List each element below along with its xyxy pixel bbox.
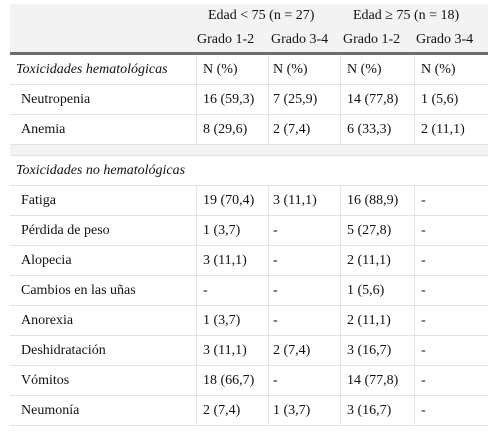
row-label: Neutropenia	[21, 92, 91, 107]
header-grade: Grado 1-2	[343, 32, 401, 47]
section-spacer	[10, 145, 488, 156]
table-cell: 3 (11,1)	[203, 253, 247, 268]
table-cell: -	[421, 313, 426, 328]
table-cell: -	[273, 283, 278, 298]
header-grade: Grado 3-4	[416, 32, 474, 47]
section-title: Toxicidades no hematológicas	[16, 163, 186, 178]
table-cell: 16 (59,3)	[203, 92, 255, 107]
row-label: Neumonía	[21, 403, 80, 418]
table-cell: -	[421, 253, 426, 268]
table-row: Anorexia 1 (3,7) - 2 (11,1) -	[10, 306, 488, 336]
table-cell: 16 (88,9)	[347, 193, 399, 208]
table-row: Pérdida de peso 1 (3,7) - 5 (27,8) -	[10, 216, 488, 246]
row-label: Anemia	[21, 122, 66, 137]
table-cell: -	[273, 223, 278, 238]
table-cell: 3 (16,7)	[347, 343, 392, 358]
table-cell: 1 (3,7)	[273, 403, 311, 418]
table-cell: -	[421, 223, 426, 238]
table-cell: 6 (33,3)	[347, 122, 392, 137]
table-cell: 3 (11,1)	[203, 343, 247, 358]
section-hematologic: Toxicidades hematológicas N (%) N (%) N …	[10, 55, 488, 85]
unit-label: N (%)	[347, 62, 382, 77]
table-cell: -	[421, 403, 426, 418]
table-cell: 7 (25,9)	[273, 92, 318, 107]
table-cell: -	[421, 283, 426, 298]
unit-label: N (%)	[421, 62, 456, 77]
header-grade: Grado 3-4	[271, 32, 329, 47]
table-cell: 8 (29,6)	[203, 122, 248, 137]
table-cell: 1 (3,7)	[203, 313, 241, 328]
table-cell: -	[421, 343, 426, 358]
table-cell: -	[273, 373, 278, 388]
table-cell: 19 (70,4)	[203, 193, 255, 208]
table-row: Deshidratación 3 (11,1) 2 (7,4) 3 (16,7)…	[10, 336, 488, 366]
table-cell: 3 (11,1)	[273, 193, 317, 208]
table-cell: -	[273, 253, 278, 268]
table-row: Anemia 8 (29,6) 2 (7,4) 6 (33,3) 2 (11,1…	[10, 115, 488, 145]
table-cell: -	[421, 193, 426, 208]
table-cell: 18 (66,7)	[203, 373, 255, 388]
row-label: Anorexia	[21, 313, 74, 328]
header-row-age-groups: Edad < 75 (n = 27) Edad ≥ 75 (n = 18)	[10, 4, 488, 28]
table-cell: 2 (7,4)	[273, 122, 311, 137]
table-cell: 2 (7,4)	[203, 403, 241, 418]
table-cell: 3 (16,7)	[347, 403, 392, 418]
table-row: Vómitos 18 (66,7) - 14 (77,8) -	[10, 366, 488, 396]
row-label: Pérdida de peso	[21, 223, 110, 238]
header-age-75-plus: Edad ≥ 75 (n = 18)	[353, 8, 460, 23]
table-cell: 2 (11,1)	[347, 253, 391, 268]
section-title: Toxicidades hematológicas	[16, 62, 168, 77]
table-cell: 2 (11,1)	[421, 122, 465, 137]
row-label: Fatiga	[21, 193, 56, 208]
row-label: Alopecia	[21, 253, 72, 268]
table-cell: 1 (3,7)	[203, 223, 241, 238]
table-cell: 5 (27,8)	[347, 223, 392, 238]
row-label: Deshidratación	[21, 343, 106, 358]
row-label: Cambios en las uñas	[21, 283, 136, 298]
unit-label: N (%)	[273, 62, 308, 77]
toxicity-table: Edad < 75 (n = 27) Edad ≥ 75 (n = 18) Gr…	[10, 4, 488, 426]
table-cell: 14 (77,8)	[347, 373, 399, 388]
table-cell: -	[203, 283, 208, 298]
header-row-grades: Grado 1-2 Grado 3-4 Grado 1-2 Grado 3-4	[10, 28, 488, 52]
table-cell: 14 (77,8)	[347, 92, 399, 107]
header-age-under-75: Edad < 75 (n = 27)	[208, 8, 315, 23]
table-row: Fatiga 19 (70,4) 3 (11,1) 16 (88,9) -	[10, 186, 488, 216]
table-cell: 1 (5,6)	[347, 283, 385, 298]
header-grade: Grado 1-2	[197, 32, 255, 47]
header-divider	[10, 52, 488, 55]
table-row: Cambios en las uñas - - 1 (5,6) -	[10, 276, 488, 306]
table-row: Neumonía 2 (7,4) 1 (3,7) 3 (16,7) -	[10, 396, 488, 426]
table-row: Alopecia 3 (11,1) - 2 (11,1) -	[10, 246, 488, 276]
table-cell: 2 (7,4)	[273, 343, 311, 358]
table-cell: 1 (5,6)	[421, 92, 459, 107]
table-cell: -	[421, 373, 426, 388]
table-cell: -	[273, 313, 278, 328]
table-row: Neutropenia 16 (59,3) 7 (25,9) 14 (77,8)…	[10, 85, 488, 115]
table-cell: 2 (11,1)	[347, 313, 391, 328]
row-label: Vómitos	[21, 373, 70, 388]
section-non-hematologic: Toxicidades no hematológicas	[10, 156, 488, 186]
unit-label: N (%)	[203, 62, 238, 77]
